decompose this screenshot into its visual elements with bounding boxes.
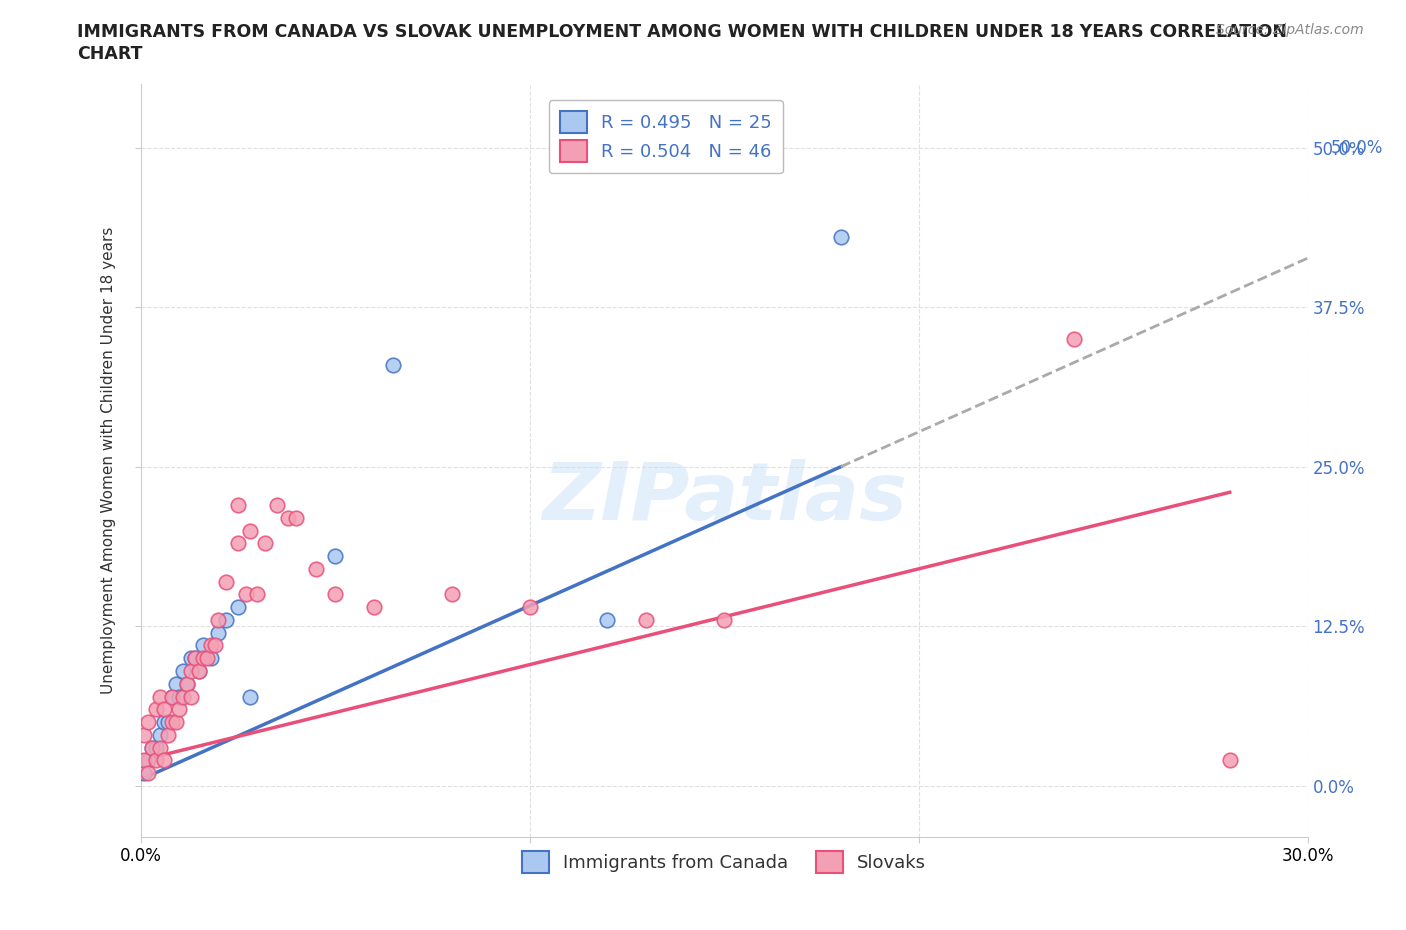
Point — [134, 765, 156, 780]
Point — [200, 638, 222, 653]
Point — [145, 702, 167, 717]
Point — [215, 574, 238, 589]
Point — [382, 357, 405, 372]
Point — [134, 727, 156, 742]
Point — [149, 689, 172, 704]
Point — [180, 664, 202, 679]
Point — [266, 498, 288, 512]
Point — [188, 664, 211, 679]
Point — [188, 664, 211, 679]
Point — [153, 714, 176, 729]
Point — [138, 765, 160, 780]
Point — [172, 664, 194, 679]
Point — [176, 676, 198, 691]
Point — [226, 498, 249, 512]
Point — [519, 600, 541, 615]
Point — [596, 613, 619, 628]
Y-axis label: Unemployment Among Women with Children Under 18 years: Unemployment Among Women with Children U… — [101, 227, 117, 694]
Point — [830, 230, 852, 245]
Point — [180, 651, 202, 666]
Point — [169, 689, 191, 704]
Point — [138, 714, 160, 729]
Point — [145, 753, 167, 768]
Point — [160, 689, 183, 704]
Point — [207, 625, 229, 640]
Point — [191, 638, 214, 653]
Point — [285, 511, 308, 525]
Point — [156, 727, 179, 742]
Point — [141, 740, 163, 755]
Point — [184, 651, 207, 666]
Point — [134, 753, 156, 768]
Point — [165, 676, 187, 691]
Text: CHART: CHART — [77, 45, 143, 62]
Point — [1219, 753, 1241, 768]
Point — [160, 714, 183, 729]
Point — [207, 613, 229, 628]
Point — [149, 740, 172, 755]
Text: 50.0%: 50.0% — [1331, 139, 1384, 156]
Point — [153, 753, 176, 768]
Point — [138, 753, 160, 768]
Point — [323, 587, 346, 602]
Point — [323, 549, 346, 564]
Point — [305, 562, 328, 577]
Point — [226, 536, 249, 551]
Point — [145, 740, 167, 755]
Point — [180, 689, 202, 704]
Point — [184, 651, 207, 666]
Point — [246, 587, 269, 602]
Point — [277, 511, 299, 525]
Point — [440, 587, 463, 602]
Point — [176, 676, 198, 691]
Point — [165, 714, 187, 729]
Point — [238, 689, 260, 704]
Point — [215, 613, 238, 628]
Point — [172, 689, 194, 704]
Point — [195, 651, 218, 666]
Point — [713, 613, 735, 628]
Point — [191, 651, 214, 666]
Text: Source: ZipAtlas.com: Source: ZipAtlas.com — [1216, 23, 1364, 37]
Point — [238, 524, 260, 538]
Point — [169, 702, 191, 717]
Point — [156, 714, 179, 729]
Legend: Immigrants from Canada, Slovaks: Immigrants from Canada, Slovaks — [515, 844, 934, 881]
Point — [226, 600, 249, 615]
Point — [200, 651, 222, 666]
Point — [235, 587, 257, 602]
Point — [254, 536, 277, 551]
Point — [153, 702, 176, 717]
Point — [363, 600, 385, 615]
Text: IMMIGRANTS FROM CANADA VS SLOVAK UNEMPLOYMENT AMONG WOMEN WITH CHILDREN UNDER 18: IMMIGRANTS FROM CANADA VS SLOVAK UNEMPLO… — [77, 23, 1288, 41]
Point — [636, 613, 658, 628]
Point — [204, 638, 226, 653]
Point — [1063, 332, 1085, 347]
Point — [141, 740, 163, 755]
Point — [160, 689, 183, 704]
Text: ZIPatlas: ZIPatlas — [541, 459, 907, 537]
Point — [149, 727, 172, 742]
